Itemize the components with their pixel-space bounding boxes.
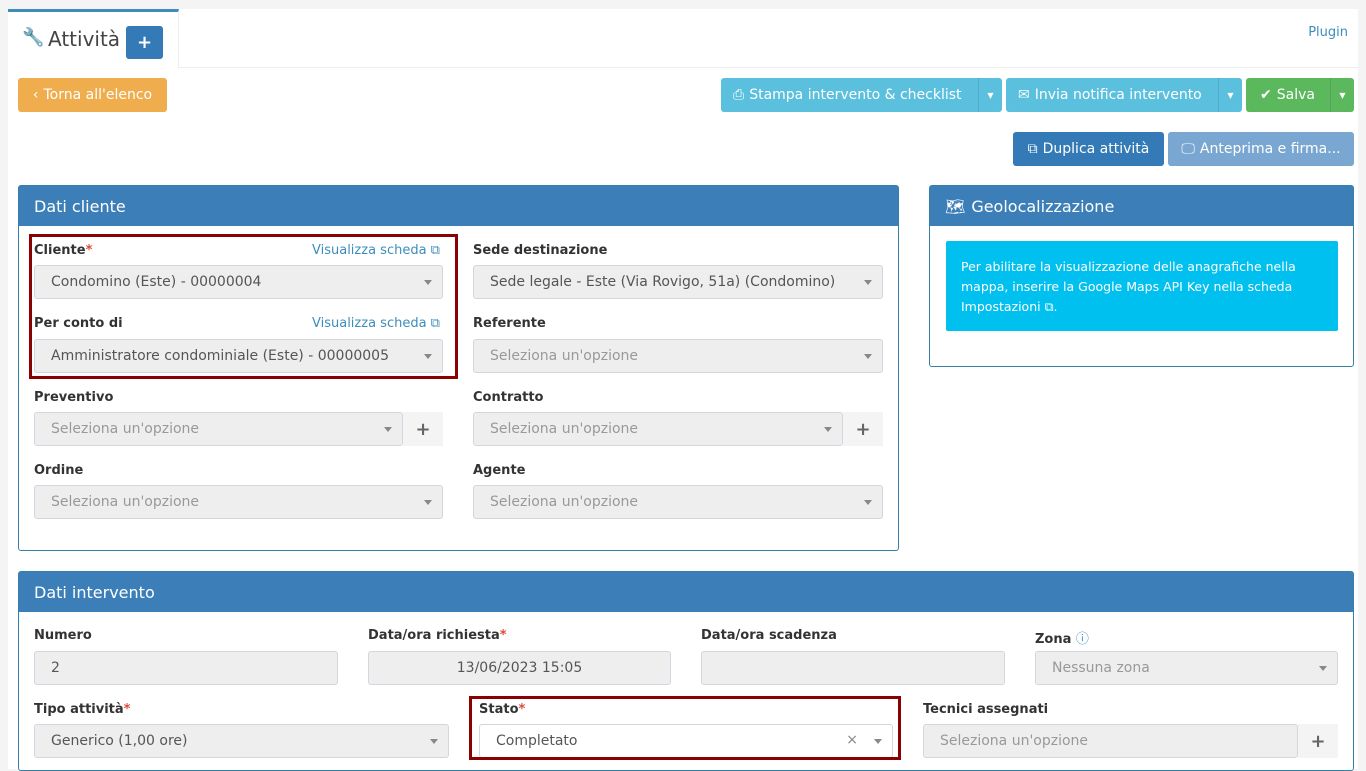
ordine-label: Ordine	[34, 463, 84, 478]
caret-down-icon	[424, 354, 432, 359]
geo-callout: Per abilitare la visualizzazione delle a…	[946, 241, 1338, 331]
geo-header: 🗺 Geolocalizzazione	[930, 186, 1353, 226]
add-preventivo-button[interactable]: +	[403, 412, 443, 446]
tipo-label: Tipo attività*	[34, 702, 131, 717]
cliente-select[interactable]: Condomino (Este) - 00000004	[34, 265, 443, 299]
add-button[interactable]: +	[126, 26, 163, 59]
caret-down-icon	[864, 280, 872, 285]
notify-label: Invia notifica intervento	[1034, 87, 1202, 103]
preview-label: Anteprima e firma...	[1199, 141, 1341, 157]
caret-down-icon	[864, 500, 872, 505]
contratto-select[interactable]: Seleziona un'opzione	[473, 412, 843, 446]
caret-down-icon	[424, 500, 432, 505]
caret-down-icon	[424, 280, 432, 285]
copy-icon: ⧉	[1027, 141, 1038, 157]
notify-dropdown[interactable]: ▼	[1218, 78, 1242, 112]
conto-select[interactable]: Amministratore condominiale (Este) - 000…	[34, 339, 443, 373]
help-icon[interactable]: ⓘ	[1075, 632, 1089, 647]
save-button[interactable]: ✔ Salva ▼	[1246, 78, 1354, 112]
highlight-cliente	[29, 234, 458, 379]
caret-down-icon	[430, 739, 438, 744]
preventivo-select[interactable]: Seleziona un'opzione	[34, 412, 403, 446]
zona-select[interactable]: Nessuna zona	[1035, 651, 1338, 685]
print-icon: ⎙	[733, 87, 745, 103]
dati-cliente-header: Dati cliente	[19, 186, 898, 226]
contratto-label: Contratto	[473, 390, 544, 405]
preventivo-label: Preventivo	[34, 390, 114, 405]
add-tecnico-button[interactable]: +	[1298, 724, 1338, 758]
save-label: Salva	[1276, 87, 1315, 103]
conto-label: Per conto di	[34, 316, 123, 331]
print-label: Stampa intervento & checklist	[749, 87, 962, 103]
agente-label: Agente	[473, 463, 526, 478]
caret-down-icon	[1319, 666, 1327, 671]
zona-label: Zona ⓘ	[1035, 632, 1089, 647]
tab-title: Attività	[48, 27, 121, 51]
caret-down-icon	[864, 354, 872, 359]
preview-button[interactable]: 🖵 Anteprima e firma...	[1168, 132, 1354, 166]
monitor-icon: 🖵	[1181, 141, 1195, 157]
scadenza-input[interactable]	[701, 651, 1005, 685]
sede-label: Sede destinazione	[473, 243, 608, 258]
print-button[interactable]: ⎙ Stampa intervento & checklist ▼	[721, 78, 1002, 112]
referente-select[interactable]: Seleziona un'opzione	[473, 339, 883, 373]
add-contratto-button[interactable]: +	[843, 412, 883, 446]
richiesta-input[interactable]: 13/06/2023 15:05	[368, 651, 671, 685]
caret-down-icon	[824, 427, 832, 432]
cliente-view-link[interactable]: Visualizza scheda ⧉	[312, 243, 440, 258]
tab-attivita[interactable]: 🔧 Attività +	[8, 9, 179, 68]
map-icon: 🗺	[945, 196, 966, 216]
wrench-icon: 🔧	[22, 27, 45, 48]
duplicate-button[interactable]: ⧉ Duplica attività	[1013, 132, 1164, 166]
agente-select[interactable]: Seleziona un'opzione	[473, 485, 883, 519]
back-label: Torna all'elenco	[43, 87, 153, 103]
clear-icon[interactable]: ×	[846, 732, 858, 748]
sede-select[interactable]: Sede legale - Este (Via Rovigo, 51a) (Co…	[473, 265, 883, 299]
scadenza-label: Data/ora scadenza	[701, 628, 837, 643]
ordine-select[interactable]: Seleziona un'opzione	[34, 485, 443, 519]
stato-select[interactable]: Completato ×	[479, 724, 893, 758]
conto-view-link[interactable]: Visualizza scheda ⧉	[312, 316, 440, 331]
print-dropdown[interactable]: ▼	[978, 78, 1002, 112]
caret-down-icon	[874, 739, 882, 744]
plugin-tab[interactable]: Plugin	[1308, 25, 1348, 40]
stato-label: Stato*	[479, 702, 526, 717]
notify-button[interactable]: ✉ Invia notifica intervento ▼	[1006, 78, 1242, 112]
numero-label: Numero	[34, 628, 92, 643]
caret-down-icon	[384, 427, 392, 432]
highlight-stato	[469, 696, 901, 760]
envelope-icon: ✉	[1018, 87, 1030, 103]
cliente-label: Cliente*	[34, 243, 93, 258]
geolocalizzazione-panel: 🗺 Geolocalizzazione Per abilitare la visu…	[929, 185, 1354, 367]
numero-input[interactable]: 2	[34, 651, 338, 685]
chevron-left-icon: ‹	[32, 87, 39, 103]
dati-intervento-header: Dati intervento	[19, 572, 1353, 612]
referente-label: Referente	[473, 316, 546, 331]
save-dropdown[interactable]: ▼	[1330, 78, 1354, 112]
tipo-select[interactable]: Generico (1,00 ore)	[34, 724, 449, 758]
tecnici-label: Tecnici assegnati	[923, 702, 1049, 717]
richiesta-label: Data/ora richiesta*	[368, 628, 507, 643]
tab-bar: 🔧 Attività + Plugin	[8, 9, 1358, 68]
tecnici-select[interactable]: Seleziona un'opzione	[923, 724, 1298, 758]
back-button[interactable]: ‹ Torna all'elenco	[18, 78, 167, 112]
duplicate-label: Duplica attività	[1042, 141, 1150, 157]
external-link-icon[interactable]: ⧉	[1044, 299, 1054, 314]
check-icon: ✔	[1260, 87, 1272, 103]
